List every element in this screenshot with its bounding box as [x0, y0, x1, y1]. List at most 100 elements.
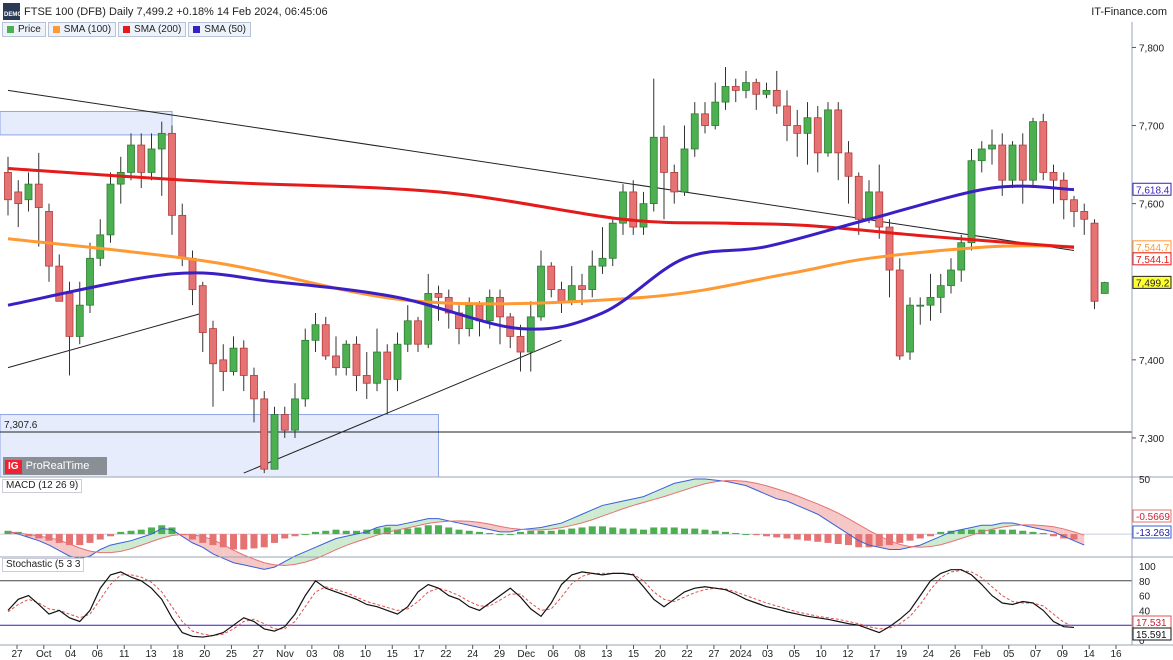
candle-body	[485, 296, 494, 322]
candle-body	[588, 265, 597, 290]
legend-price[interactable]: Price	[2, 22, 46, 37]
x-tick-label: 15	[387, 649, 399, 660]
macd-histogram-bar	[230, 534, 237, 550]
candle-body	[291, 398, 299, 431]
macd-histogram-bar	[527, 530, 535, 535]
macd-histogram-bar	[1070, 534, 1078, 540]
stochastic-value-tag	[1132, 627, 1172, 641]
macd-histogram-bar	[148, 527, 155, 535]
candle-body	[742, 82, 750, 91]
macd-fill	[315, 542, 326, 559]
macd-histogram-bar	[96, 534, 104, 540]
macd-histogram-bar	[55, 534, 63, 543]
price-tag-label: 7,544.1	[1136, 255, 1170, 266]
price-tag-label: 7,618.4	[1136, 185, 1170, 196]
x-tick-label: Feb	[973, 649, 991, 660]
macd-value-label: -0.5669	[1136, 512, 1170, 523]
legend-sma100[interactable]: SMA (100)	[47, 22, 117, 37]
macd-line	[7, 478, 1085, 570]
stochastic-value-label: 15.591	[1136, 630, 1167, 641]
macd-histogram-bar	[107, 534, 114, 537]
stochastic-legend[interactable]: Stochastic (5 3 3	[2, 558, 85, 572]
y-tick-label: 7,300	[1139, 434, 1164, 445]
candle-body	[1039, 121, 1048, 173]
macd-histogram-bar	[312, 531, 319, 535]
candle-body	[547, 265, 556, 290]
macd-histogram-bar	[814, 534, 822, 542]
macd-histogram-bar	[219, 534, 227, 548]
macd-y-tick-label: 50	[1139, 475, 1151, 486]
macd-histogram-bar	[271, 534, 278, 543]
macd-histogram-bar	[691, 528, 699, 535]
candle-body	[567, 285, 576, 302]
y-tick-label: 7,700	[1139, 122, 1164, 133]
candle-body	[86, 257, 94, 306]
legend-swatch	[7, 26, 14, 33]
candle-body	[362, 375, 371, 384]
candle-body	[229, 347, 238, 372]
x-tick-label: Oct	[36, 649, 52, 660]
macd-fill	[992, 523, 1003, 530]
candle-body	[106, 183, 115, 236]
macd-histogram-bar	[896, 534, 904, 543]
x-tick-label: 29	[494, 649, 506, 660]
macd-fill	[766, 485, 777, 499]
macd-histogram-bar	[773, 534, 781, 538]
candle-body	[578, 285, 586, 290]
candle-body	[301, 339, 310, 400]
macd-histogram-bar	[76, 534, 84, 546]
legend-sma200[interactable]: SMA (200)	[118, 22, 187, 37]
candle-body	[1090, 222, 1099, 302]
macd-histogram-bar	[834, 534, 842, 544]
macd-fill	[110, 542, 121, 553]
legend-sma50[interactable]: SMA (50)	[188, 22, 251, 37]
macd-title: MACD (12 26 9)	[6, 480, 79, 491]
x-tick-label: 11	[119, 649, 130, 660]
macd-histogram-bar	[886, 534, 893, 546]
macd-histogram-bar	[353, 530, 360, 535]
x-tick-label: 24	[923, 649, 935, 660]
chart-header: DEMO FTSE 100 (DFB) Daily 7,499.2 +0.18%…	[0, 0, 1173, 22]
macd-histogram-bar	[373, 528, 381, 535]
candle-body	[639, 203, 648, 228]
x-tick-label: 22	[682, 649, 694, 660]
x-tick-label: 26	[950, 649, 962, 660]
candle-body	[250, 375, 258, 400]
x-tick-label: 10	[360, 649, 372, 660]
macd-fill	[694, 479, 705, 487]
candle-body	[998, 144, 1007, 181]
y-tick-label: 7,600	[1139, 200, 1164, 211]
candle-body	[1049, 171, 1058, 181]
macd-histogram-bar	[722, 531, 729, 535]
candle-body	[260, 398, 269, 470]
candle-body	[147, 148, 156, 173]
x-tick-label: 16	[1110, 649, 1122, 660]
macd-fill	[746, 481, 757, 491]
x-tick-label: 27	[11, 649, 23, 660]
stochastic-y-tick-label: 0	[1139, 636, 1145, 647]
x-tick-label: 05	[789, 649, 801, 660]
macd-histogram-bar	[845, 534, 852, 546]
candle-body	[321, 324, 330, 357]
x-tick-label: 13	[601, 649, 613, 660]
macd-signal-line	[7, 480, 1085, 566]
candle-body	[34, 183, 43, 208]
x-tick-label: 27	[708, 649, 720, 660]
macd-histogram-bar	[199, 534, 207, 543]
x-tick-label: 25	[226, 649, 238, 660]
candle-body	[496, 296, 504, 318]
macd-histogram-bar	[260, 534, 268, 548]
legend-label: SMA (100)	[63, 24, 112, 35]
x-tick-label: 06	[92, 649, 104, 660]
macd-histogram-bar	[291, 534, 299, 537]
macd-fill	[1002, 523, 1013, 528]
macd-histogram-bar	[650, 527, 658, 535]
x-tick-label: 07	[1030, 649, 1042, 660]
candle-body	[731, 86, 740, 91]
macd-legend[interactable]: MACD (12 26 9)	[2, 479, 83, 493]
candle-body	[127, 144, 135, 173]
macd-histogram-bar	[455, 529, 463, 535]
x-tick-label: 17	[414, 649, 426, 660]
macd-histogram-bar	[486, 532, 494, 535]
